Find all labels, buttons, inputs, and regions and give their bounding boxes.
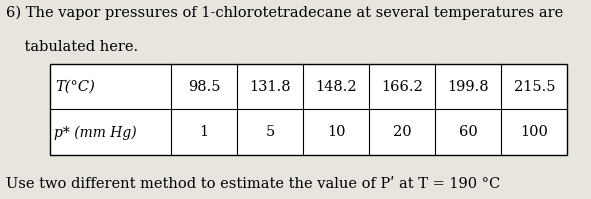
Bar	[50, 64, 567, 155]
Text: 5: 5	[265, 125, 275, 139]
Text: 10: 10	[327, 125, 345, 139]
Text: 199.8: 199.8	[447, 80, 489, 94]
Text: 98.5: 98.5	[188, 80, 220, 94]
Text: 20: 20	[393, 125, 411, 139]
Text: p* (mm Hg): p* (mm Hg)	[54, 125, 137, 139]
Text: 60: 60	[459, 125, 478, 139]
Text: 215.5: 215.5	[514, 80, 555, 94]
Text: T(°C): T(°C)	[55, 80, 95, 94]
Text: Use two different method to estimate the value of Pʹ at T = 190 °C: Use two different method to estimate the…	[6, 177, 500, 191]
Text: 1: 1	[199, 125, 209, 139]
Text: 166.2: 166.2	[381, 80, 423, 94]
Text: tabulated here.: tabulated here.	[6, 40, 138, 54]
Text: 131.8: 131.8	[249, 80, 291, 94]
Text: 148.2: 148.2	[315, 80, 357, 94]
Text: 100: 100	[521, 125, 548, 139]
Text: 6) The vapor pressures of 1-chlorotetradecane at several temperatures are: 6) The vapor pressures of 1-chlorotetrad…	[6, 6, 563, 20]
